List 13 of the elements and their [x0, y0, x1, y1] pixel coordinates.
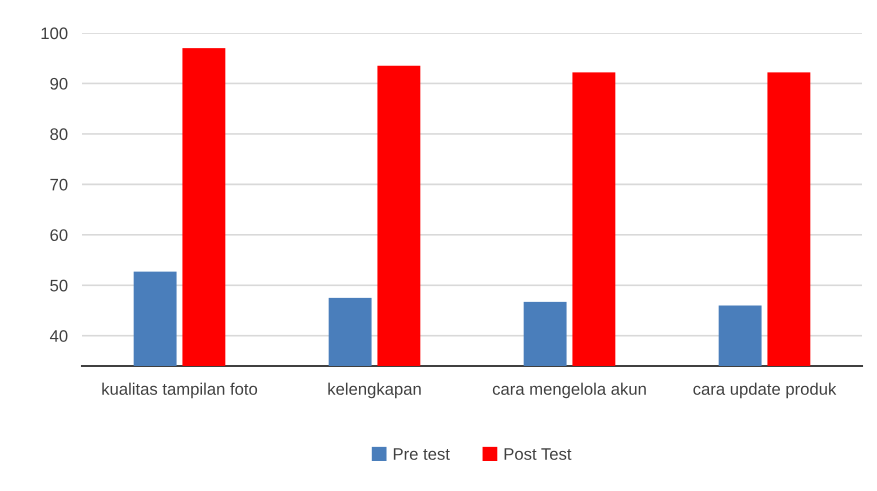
x-tick-label: kualitas tampilan foto: [102, 382, 258, 398]
y-tick-label: 70: [50, 178, 68, 191]
legend-label: Post Test: [504, 448, 572, 460]
y-tick-label: 60: [50, 229, 68, 242]
y-tick-label: 80: [50, 128, 68, 140]
y-tick-label: 90: [50, 78, 68, 90]
x-tick-label: cara mengelola akun: [492, 382, 646, 398]
y-tick-label: 100: [42, 27, 68, 40]
x-tick-label: kelengkapan: [328, 382, 421, 398]
y-tick-label: 50: [50, 280, 68, 292]
legend-label: Pre test: [394, 448, 450, 460]
y-tick-label: 40: [50, 330, 68, 342]
x-tick-label: cara update produk: [693, 382, 836, 398]
